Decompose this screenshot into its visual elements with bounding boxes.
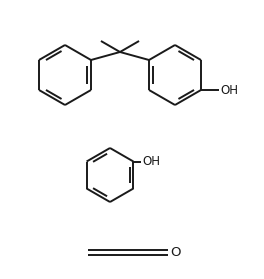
Text: O: O bbox=[170, 246, 181, 259]
Text: OH: OH bbox=[220, 83, 238, 97]
Text: OH: OH bbox=[142, 155, 161, 168]
